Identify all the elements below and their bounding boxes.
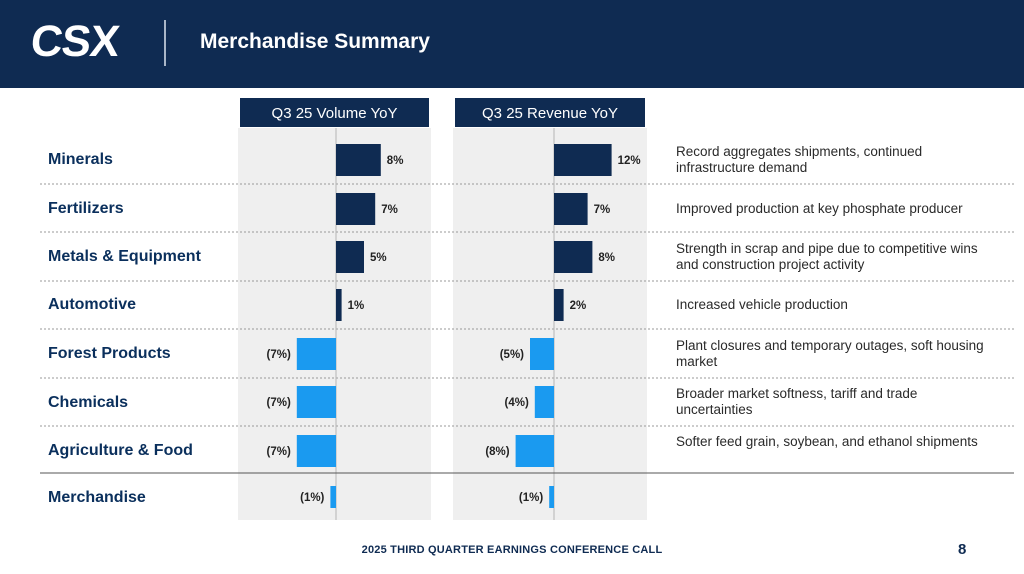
page-title: Merchandise Summary: [200, 30, 430, 53]
bar-merchandise: [549, 486, 554, 508]
chart-header-box: [455, 98, 645, 127]
comment-forest-products: Plant closures and temporary outages, so…: [676, 338, 984, 369]
row-label-minerals: Minerals: [48, 151, 113, 168]
row-label-chemicals: Chemicals: [48, 394, 129, 411]
bar-metals-equipment: [554, 241, 593, 273]
row-label-automotive: Automotive: [48, 296, 136, 313]
chart-header-title: Q3 25 Volume YoY: [272, 105, 398, 122]
bar-fertilizers: [554, 193, 588, 225]
bar-metals-equipment: [336, 241, 364, 273]
bar-value-label: (4%): [505, 397, 529, 409]
chart-header-title: Q3 25 Revenue YoY: [482, 105, 618, 122]
bar-agriculture-food: [515, 435, 554, 467]
bar-value-label: 1%: [348, 300, 365, 312]
bar-value-label: 2%: [570, 300, 587, 312]
row-label-fertilizers: Fertilizers: [48, 200, 124, 217]
header-bar: CSX Merchandise Summary: [0, 0, 1024, 88]
bar-automotive: [336, 289, 342, 321]
bar-value-label: (7%): [267, 446, 291, 458]
page-number: 8: [958, 541, 967, 558]
row-label-metals-equipment: Metals & Equipment: [48, 248, 201, 265]
bar-merchandise: [330, 486, 336, 508]
comment-automotive: Increased vehicle production: [676, 297, 848, 312]
bar-minerals: [554, 144, 612, 176]
chart-header-box: [240, 98, 429, 127]
bar-value-label: (7%): [267, 397, 291, 409]
comment-agriculture-food: Softer feed grain, soybean, and ethanol …: [676, 434, 978, 449]
bar-value-label: 8%: [387, 155, 404, 167]
footer-text: 2025 THIRD QUARTER EARNINGS CONFERENCE C…: [361, 544, 663, 556]
bar-value-label: (5%): [500, 349, 524, 361]
row-label-forest-products: Forest Products: [48, 345, 171, 362]
bar-value-label: (8%): [485, 446, 509, 458]
bar-value-label: (1%): [519, 492, 543, 504]
bar-automotive: [554, 289, 564, 321]
bar-fertilizers: [336, 193, 376, 225]
bar-chemicals: [534, 386, 554, 418]
bar-value-label: 8%: [598, 252, 615, 264]
bar-value-label: 7%: [594, 204, 611, 216]
bar-minerals: [336, 144, 381, 176]
comment-metals-equipment: Strength in scrap and pipe due to compet…: [676, 241, 978, 272]
bar-forest-products: [296, 338, 336, 370]
row-label-agriculture-food: Agriculture & Food: [48, 442, 193, 459]
bar-value-label: 12%: [618, 155, 641, 167]
comment-fertilizers: Improved production at key phosphate pro…: [676, 201, 963, 216]
bar-value-label: (1%): [300, 492, 324, 504]
bar-forest-products: [530, 338, 554, 370]
row-label-merchandise: Merchandise: [48, 489, 146, 506]
header-divider: [164, 20, 166, 66]
comment-minerals: Record aggregates shipments, continued i…: [676, 144, 923, 175]
bar-chemicals: [296, 386, 336, 418]
comment-chemicals: Broader market softness, tariff and trad…: [676, 386, 918, 417]
bar-value-label: 5%: [370, 252, 387, 264]
bar-value-label: (7%): [267, 349, 291, 361]
bar-value-label: 7%: [381, 204, 398, 216]
bar-agriculture-food: [296, 435, 336, 467]
